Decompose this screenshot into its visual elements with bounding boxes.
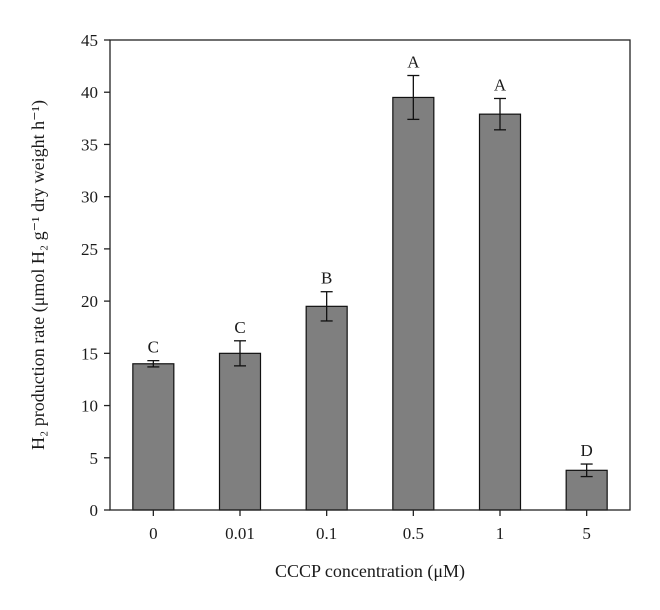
x-tick-label: 0.01	[225, 524, 255, 543]
y-tick-label: 45	[81, 31, 98, 50]
x-tick-label: 1	[496, 524, 505, 543]
y-tick-label: 25	[81, 240, 98, 259]
bars	[132, 96, 608, 511]
x-tick-label: 0	[149, 524, 158, 543]
plot-frame	[109, 39, 631, 511]
significance-letter: A	[407, 53, 420, 72]
significance-letter: B	[321, 269, 332, 288]
y-tick-label: 20	[81, 292, 98, 311]
y-tick-label: 35	[81, 135, 98, 154]
bar	[132, 363, 175, 511]
x-axis-label: CCCP concentration (μM)	[275, 561, 465, 582]
bar	[305, 305, 348, 511]
significance-labels: C C B A A D	[148, 53, 593, 461]
y-tick-label: 15	[81, 344, 98, 363]
significance-letter: C	[234, 318, 245, 337]
bar	[218, 352, 262, 511]
bar	[478, 113, 522, 511]
y-tick-label: 10	[81, 397, 98, 416]
y-tick-label: 40	[81, 83, 98, 102]
y-tick-label: 5	[90, 449, 99, 468]
bar	[392, 96, 435, 511]
error-bars	[147, 74, 593, 478]
significance-letter: C	[148, 338, 159, 357]
x-axis-ticks: 0 0.01 0.1 0.5 1 5	[149, 510, 591, 543]
y-axis-label: H₂ production rate (μmol H₂ g⁻¹ dry weig…	[28, 100, 49, 450]
y-tick-label: 30	[81, 188, 98, 207]
significance-letter: D	[581, 441, 593, 460]
y-tick-label: 0	[90, 501, 99, 520]
significance-letter: A	[494, 75, 507, 94]
y-axis-ticks: 0 5 10 15 20 25 30 35 40 45	[81, 31, 110, 520]
x-tick-label: 5	[582, 524, 591, 543]
x-tick-label: 0.1	[316, 524, 337, 543]
x-tick-label: 0.5	[403, 524, 424, 543]
